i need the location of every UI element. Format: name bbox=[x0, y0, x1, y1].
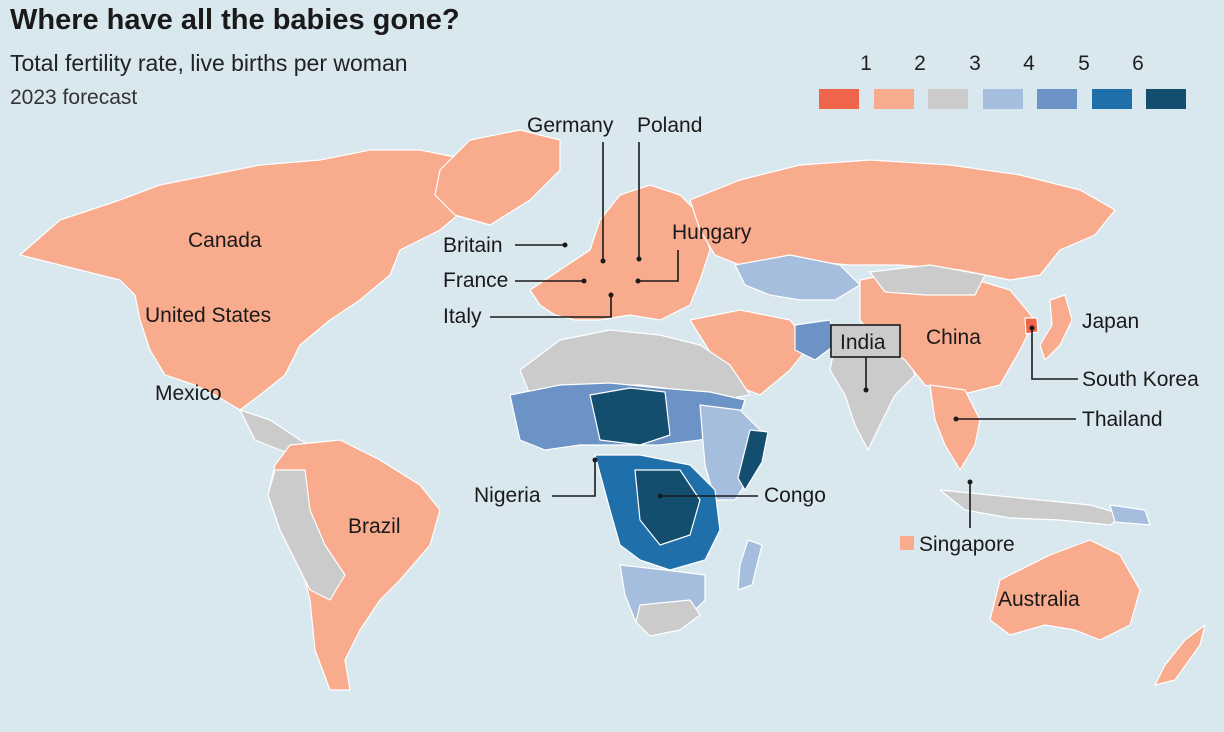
italy-dot bbox=[608, 292, 614, 298]
label-britain: Britain bbox=[443, 234, 503, 257]
europe-shape bbox=[529, 184, 711, 321]
label-united-states: United States bbox=[145, 304, 271, 327]
nigeria-dot bbox=[592, 457, 598, 463]
congo-dot bbox=[657, 493, 663, 499]
label-singapore: Singapore bbox=[919, 533, 1015, 556]
label-hungary: Hungary bbox=[672, 221, 752, 244]
madagascar-shape bbox=[737, 539, 763, 591]
poland-dot bbox=[636, 256, 642, 262]
papua-shape bbox=[1109, 504, 1151, 526]
thailand-dot bbox=[953, 416, 959, 422]
south-korea-leader bbox=[1031, 330, 1078, 380]
hungary-leader bbox=[640, 250, 679, 282]
label-poland: Poland bbox=[637, 114, 702, 137]
label-south-korea: South Korea bbox=[1082, 368, 1199, 391]
greenland-shape bbox=[434, 129, 561, 226]
britain-dot bbox=[562, 242, 568, 248]
somalia-shape bbox=[737, 429, 769, 491]
forecast-note: 2023 forecast bbox=[10, 86, 138, 109]
australia-shape bbox=[989, 539, 1141, 641]
chart-subtitle: Total fertility rate, live births per wo… bbox=[10, 50, 408, 76]
indonesia-shape bbox=[939, 489, 1126, 526]
label-australia: Australia bbox=[998, 588, 1080, 611]
singapore-dot bbox=[967, 479, 973, 485]
india-dot bbox=[863, 387, 869, 393]
south-korea-dot bbox=[1029, 325, 1035, 331]
label-canada: Canada bbox=[188, 229, 262, 252]
label-india: India bbox=[840, 331, 886, 354]
label-germany: Germany bbox=[527, 114, 614, 137]
dr-congo-shape bbox=[634, 469, 701, 546]
southeast-asia-shape bbox=[929, 384, 981, 471]
label-china: China bbox=[926, 326, 981, 349]
andean-countries-shape bbox=[267, 469, 346, 601]
label-france: France bbox=[443, 269, 508, 292]
label-italy: Italy bbox=[443, 305, 482, 328]
label-mexico: Mexico bbox=[155, 382, 222, 405]
mongolia-shape bbox=[869, 264, 986, 296]
italy-leader bbox=[490, 297, 612, 318]
label-congo: Congo bbox=[764, 484, 826, 507]
central-asia-shape bbox=[734, 254, 861, 301]
niger-chad-shape bbox=[589, 387, 671, 446]
label-nigeria: Nigeria bbox=[474, 484, 541, 507]
nigeria-leader bbox=[552, 462, 596, 497]
south-africa-shape bbox=[635, 599, 701, 637]
singapore-marker bbox=[900, 536, 914, 550]
label-brazil: Brazil bbox=[348, 515, 401, 538]
new-zealand-shape bbox=[1154, 624, 1206, 686]
north-america-shape bbox=[19, 149, 531, 411]
chart-title: Where have all the babies gone? bbox=[10, 4, 460, 36]
germany-dot bbox=[600, 258, 606, 264]
hungary-dot bbox=[635, 278, 641, 284]
france-dot bbox=[581, 278, 587, 284]
label-japan: Japan bbox=[1082, 310, 1139, 333]
japan-shape bbox=[1039, 294, 1073, 361]
label-thailand: Thailand bbox=[1082, 408, 1163, 431]
afghanistan-shape bbox=[794, 319, 836, 361]
india-label-box bbox=[830, 324, 901, 358]
